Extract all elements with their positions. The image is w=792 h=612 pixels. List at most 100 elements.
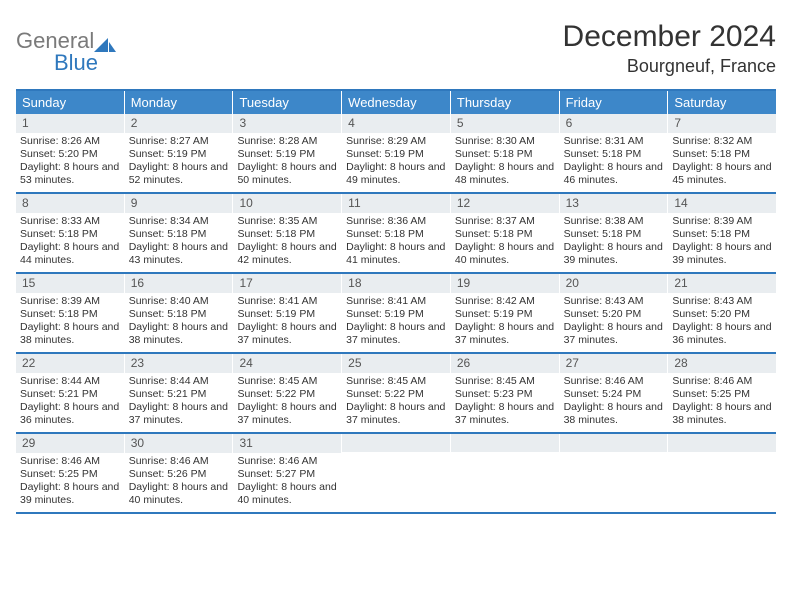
day-body: Sunrise: 8:40 AMSunset: 5:18 PMDaylight:… bbox=[125, 293, 233, 352]
day-body: Sunrise: 8:32 AMSunset: 5:18 PMDaylight:… bbox=[668, 133, 776, 192]
day-cell bbox=[668, 434, 776, 512]
day-body bbox=[451, 452, 559, 458]
day-number: 23 bbox=[125, 354, 233, 373]
sunrise-text: Sunrise: 8:35 AM bbox=[237, 215, 337, 228]
day-body: Sunrise: 8:36 AMSunset: 5:18 PMDaylight:… bbox=[342, 213, 450, 272]
daylight-text: Daylight: 8 hours and 40 minutes. bbox=[237, 481, 337, 507]
sunrise-text: Sunrise: 8:29 AM bbox=[346, 135, 446, 148]
sunset-text: Sunset: 5:24 PM bbox=[564, 388, 664, 401]
day-cell: 14Sunrise: 8:39 AMSunset: 5:18 PMDayligh… bbox=[668, 194, 776, 272]
sunset-text: Sunset: 5:22 PM bbox=[237, 388, 337, 401]
sunrise-text: Sunrise: 8:27 AM bbox=[129, 135, 229, 148]
sunset-text: Sunset: 5:18 PM bbox=[672, 148, 772, 161]
daylight-text: Daylight: 8 hours and 39 minutes. bbox=[564, 241, 664, 267]
day-cell: 10Sunrise: 8:35 AMSunset: 5:18 PMDayligh… bbox=[233, 194, 342, 272]
sunset-text: Sunset: 5:18 PM bbox=[129, 228, 229, 241]
day-number: 26 bbox=[451, 354, 559, 373]
sunset-text: Sunset: 5:19 PM bbox=[346, 148, 446, 161]
day-number: 19 bbox=[451, 274, 559, 293]
day-number: 24 bbox=[233, 354, 341, 373]
sunset-text: Sunset: 5:26 PM bbox=[129, 468, 229, 481]
day-body: Sunrise: 8:45 AMSunset: 5:22 PMDaylight:… bbox=[342, 373, 450, 432]
sunrise-text: Sunrise: 8:28 AM bbox=[237, 135, 337, 148]
sunrise-text: Sunrise: 8:44 AM bbox=[129, 375, 229, 388]
daylight-text: Daylight: 8 hours and 39 minutes. bbox=[20, 481, 120, 507]
sunrise-text: Sunrise: 8:26 AM bbox=[20, 135, 120, 148]
day-body: Sunrise: 8:30 AMSunset: 5:18 PMDaylight:… bbox=[451, 133, 559, 192]
sunrise-text: Sunrise: 8:43 AM bbox=[672, 295, 772, 308]
week-row: 29Sunrise: 8:46 AMSunset: 5:25 PMDayligh… bbox=[16, 434, 776, 514]
day-number: 9 bbox=[125, 194, 233, 213]
day-number: 12 bbox=[451, 194, 559, 213]
day-cell: 22Sunrise: 8:44 AMSunset: 5:21 PMDayligh… bbox=[16, 354, 125, 432]
sunset-text: Sunset: 5:25 PM bbox=[20, 468, 120, 481]
day-number bbox=[668, 434, 776, 452]
day-number: 22 bbox=[16, 354, 124, 373]
daylight-text: Daylight: 8 hours and 48 minutes. bbox=[455, 161, 555, 187]
day-number: 8 bbox=[16, 194, 124, 213]
day-cell: 15Sunrise: 8:39 AMSunset: 5:18 PMDayligh… bbox=[16, 274, 125, 352]
day-number bbox=[560, 434, 668, 452]
day-number: 18 bbox=[342, 274, 450, 293]
daylight-text: Daylight: 8 hours and 52 minutes. bbox=[129, 161, 229, 187]
daylight-text: Daylight: 8 hours and 37 minutes. bbox=[564, 321, 664, 347]
weekday-header: Saturday bbox=[668, 91, 776, 114]
sunrise-text: Sunrise: 8:37 AM bbox=[455, 215, 555, 228]
daylight-text: Daylight: 8 hours and 45 minutes. bbox=[672, 161, 772, 187]
day-cell: 1Sunrise: 8:26 AMSunset: 5:20 PMDaylight… bbox=[16, 114, 125, 192]
sunset-text: Sunset: 5:25 PM bbox=[672, 388, 772, 401]
sunset-text: Sunset: 5:19 PM bbox=[237, 308, 337, 321]
sunrise-text: Sunrise: 8:41 AM bbox=[346, 295, 446, 308]
day-body: Sunrise: 8:45 AMSunset: 5:23 PMDaylight:… bbox=[451, 373, 559, 432]
day-cell: 29Sunrise: 8:46 AMSunset: 5:25 PMDayligh… bbox=[16, 434, 125, 512]
sunset-text: Sunset: 5:23 PM bbox=[455, 388, 555, 401]
sunrise-text: Sunrise: 8:30 AM bbox=[455, 135, 555, 148]
daylight-text: Daylight: 8 hours and 38 minutes. bbox=[129, 321, 229, 347]
sunrise-text: Sunrise: 8:45 AM bbox=[455, 375, 555, 388]
logo-blue: Blue bbox=[16, 50, 116, 76]
day-body bbox=[668, 452, 776, 458]
day-cell: 13Sunrise: 8:38 AMSunset: 5:18 PMDayligh… bbox=[560, 194, 669, 272]
day-cell: 24Sunrise: 8:45 AMSunset: 5:22 PMDayligh… bbox=[233, 354, 342, 432]
day-cell: 27Sunrise: 8:46 AMSunset: 5:24 PMDayligh… bbox=[560, 354, 669, 432]
daylight-text: Daylight: 8 hours and 44 minutes. bbox=[20, 241, 120, 267]
sunset-text: Sunset: 5:18 PM bbox=[129, 308, 229, 321]
weekday-header: Monday bbox=[125, 91, 234, 114]
day-body: Sunrise: 8:35 AMSunset: 5:18 PMDaylight:… bbox=[233, 213, 341, 272]
day-number: 25 bbox=[342, 354, 450, 373]
day-number bbox=[451, 434, 559, 452]
sunset-text: Sunset: 5:18 PM bbox=[455, 228, 555, 241]
daylight-text: Daylight: 8 hours and 36 minutes. bbox=[672, 321, 772, 347]
day-cell: 18Sunrise: 8:41 AMSunset: 5:19 PMDayligh… bbox=[342, 274, 451, 352]
week-row: 8Sunrise: 8:33 AMSunset: 5:18 PMDaylight… bbox=[16, 194, 776, 274]
day-number: 5 bbox=[451, 114, 559, 133]
month-title: December 2024 bbox=[563, 20, 776, 54]
day-number bbox=[342, 434, 450, 452]
day-cell: 28Sunrise: 8:46 AMSunset: 5:25 PMDayligh… bbox=[668, 354, 776, 432]
day-cell: 8Sunrise: 8:33 AMSunset: 5:18 PMDaylight… bbox=[16, 194, 125, 272]
day-body: Sunrise: 8:37 AMSunset: 5:18 PMDaylight:… bbox=[451, 213, 559, 272]
day-cell: 20Sunrise: 8:43 AMSunset: 5:20 PMDayligh… bbox=[560, 274, 669, 352]
day-body: Sunrise: 8:41 AMSunset: 5:19 PMDaylight:… bbox=[342, 293, 450, 352]
sunset-text: Sunset: 5:18 PM bbox=[564, 148, 664, 161]
daylight-text: Daylight: 8 hours and 37 minutes. bbox=[237, 321, 337, 347]
daylight-text: Daylight: 8 hours and 37 minutes. bbox=[455, 321, 555, 347]
day-body: Sunrise: 8:34 AMSunset: 5:18 PMDaylight:… bbox=[125, 213, 233, 272]
sunrise-text: Sunrise: 8:44 AM bbox=[20, 375, 120, 388]
sunrise-text: Sunrise: 8:46 AM bbox=[672, 375, 772, 388]
day-body: Sunrise: 8:43 AMSunset: 5:20 PMDaylight:… bbox=[560, 293, 668, 352]
sunset-text: Sunset: 5:20 PM bbox=[564, 308, 664, 321]
day-number: 17 bbox=[233, 274, 341, 293]
day-number: 10 bbox=[233, 194, 341, 213]
day-body: Sunrise: 8:29 AMSunset: 5:19 PMDaylight:… bbox=[342, 133, 450, 192]
day-number: 13 bbox=[560, 194, 668, 213]
daylight-text: Daylight: 8 hours and 37 minutes. bbox=[455, 401, 555, 427]
day-cell: 11Sunrise: 8:36 AMSunset: 5:18 PMDayligh… bbox=[342, 194, 451, 272]
sunrise-text: Sunrise: 8:45 AM bbox=[346, 375, 446, 388]
sunset-text: Sunset: 5:20 PM bbox=[672, 308, 772, 321]
day-number: 20 bbox=[560, 274, 668, 293]
location: Bourgneuf, France bbox=[563, 56, 776, 77]
day-body: Sunrise: 8:33 AMSunset: 5:18 PMDaylight:… bbox=[16, 213, 124, 272]
day-body: Sunrise: 8:26 AMSunset: 5:20 PMDaylight:… bbox=[16, 133, 124, 192]
day-body: Sunrise: 8:39 AMSunset: 5:18 PMDaylight:… bbox=[668, 213, 776, 272]
